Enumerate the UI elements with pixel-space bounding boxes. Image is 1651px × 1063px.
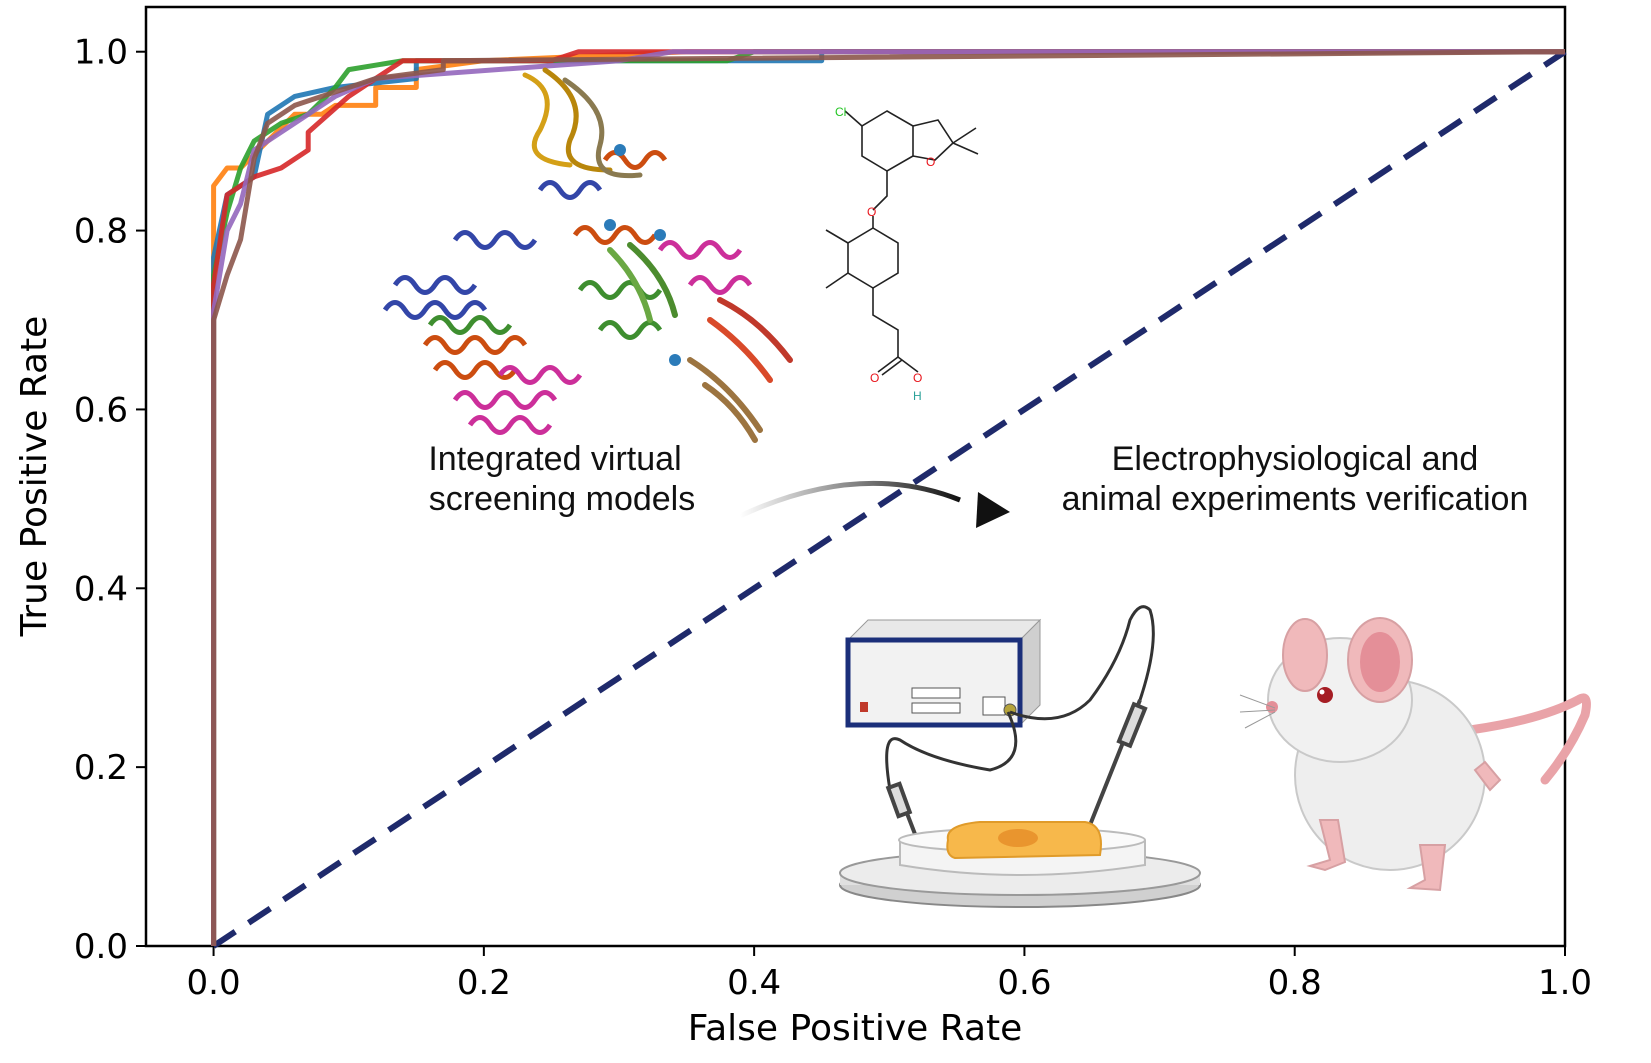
x-axis-label: False Positive Rate: [688, 1008, 1023, 1049]
y-axis-ticks: 0.0 0.2 0.4 0.6 0.8 1.0: [74, 33, 146, 967]
chemical-atom-labels: Cl O O O O H: [835, 105, 935, 403]
annotation-right-line: Electrophysiological and: [1112, 440, 1479, 478]
y-tick-label: 0.8: [74, 212, 128, 252]
x-tick-label: 0.8: [1268, 963, 1322, 1003]
atom-label-cl: Cl: [835, 105, 846, 119]
x-tick-label: 0.0: [187, 963, 241, 1003]
protein-helices-magenta: [452, 240, 753, 435]
y-tick-label: 0.4: [74, 569, 128, 609]
y-axis-label: True Positive Rate: [14, 316, 55, 638]
electrode-cables: [885, 605, 1155, 791]
annotation-left: Integrated virtual screening models: [428, 440, 695, 518]
annotation-left-line: screening models: [429, 480, 695, 518]
protein-structure-illustration: [382, 67, 793, 443]
x-tick-label: 1.0: [1538, 963, 1592, 1003]
mouse-ear-left: [1282, 618, 1328, 692]
chemical-structure-illustration: [825, 110, 979, 376]
arrow-icon: [738, 480, 1010, 528]
x-tick-label: 0.4: [727, 963, 781, 1003]
electrophysiology-rig-illustration: [839, 605, 1201, 908]
protein-domain-top: [522, 67, 643, 179]
annotation-right-line: animal experiments verification: [1062, 480, 1529, 518]
y-tick-label: 1.0: [74, 33, 128, 73]
atom-label-h: H: [913, 389, 922, 403]
protein-ligand-spheres: [604, 144, 681, 366]
annotation-left-line: Integrated virtual: [428, 440, 681, 478]
atom-label-o: O: [913, 371, 922, 385]
annotation-right: Electrophysiological and animal experime…: [1062, 440, 1529, 518]
protein-helices-blue: [382, 180, 603, 320]
roc-series-line: [211, 49, 1566, 946]
roc-series-layer: [211, 49, 1567, 949]
mouse-feet: [1306, 760, 1502, 892]
y-tick-label: 0.2: [74, 748, 128, 788]
atom-label-o: O: [926, 155, 935, 169]
y-tick-label: 0.6: [74, 390, 128, 430]
atom-label-o: O: [867, 205, 876, 219]
reference-diagonal-line: [211, 49, 1567, 949]
petri-dish: [839, 821, 1201, 908]
amplifier-box: [845, 618, 1042, 728]
x-tick-label: 0.6: [997, 963, 1051, 1003]
atom-label-o: O: [870, 371, 879, 385]
mouse-illustration: [1239, 617, 1591, 892]
y-tick-label: 0.0: [74, 927, 128, 967]
mouse-eye: [1317, 687, 1333, 703]
x-axis-ticks: 0.0 0.2 0.4 0.6 0.8 1.0: [187, 946, 1592, 1003]
x-tick-label: 0.2: [457, 963, 511, 1003]
protein-sheets-right: [607, 242, 793, 443]
